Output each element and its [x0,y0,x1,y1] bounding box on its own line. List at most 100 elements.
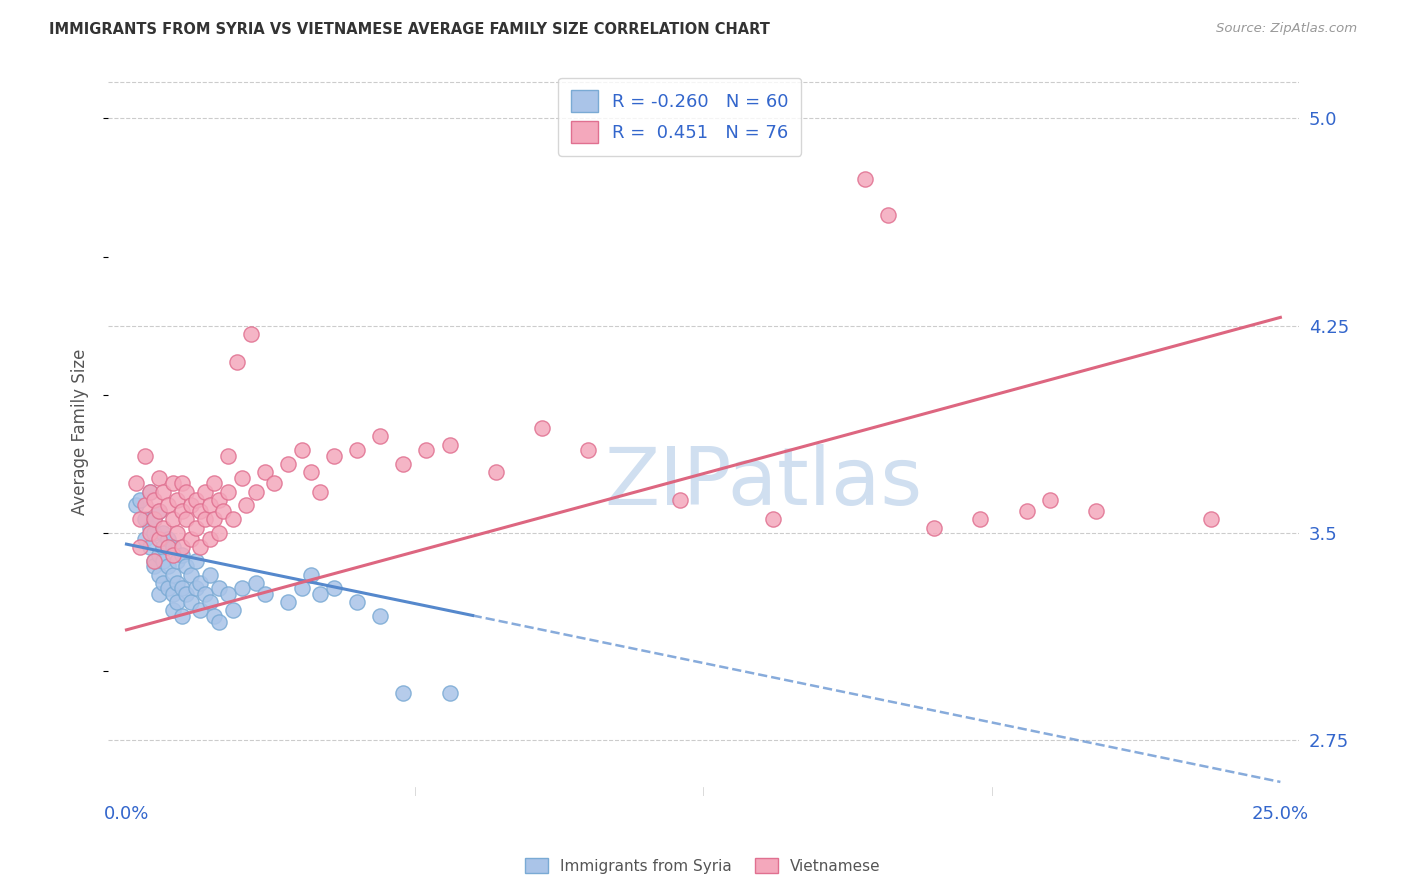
Point [152,554,174,568]
Point [129,540,152,554]
Point [922,520,945,534]
Text: ZIPatlas: ZIPatlas [605,444,922,522]
Point [202,609,225,624]
Point [138,484,160,499]
Point [148,504,170,518]
Point [134,512,156,526]
Point [208,615,231,629]
Point [166,554,188,568]
Point [1084,504,1107,518]
Point [188,575,211,590]
Point [156,499,179,513]
Point [1015,504,1038,518]
Point [299,465,322,479]
Point [853,172,876,186]
Point [208,582,231,596]
Point [170,582,193,596]
Point [969,512,991,526]
Point [152,520,174,534]
Point [217,449,239,463]
Point [134,499,156,513]
Point [188,603,211,617]
Point [485,465,508,479]
Point [148,548,170,562]
Point [176,587,198,601]
Point [277,595,299,609]
Point [162,512,184,526]
Point [143,559,166,574]
Point [240,326,263,341]
Point [162,567,184,582]
Point [208,526,231,541]
Point [152,540,174,554]
Point [152,575,174,590]
Point [143,512,166,526]
Point [392,686,415,700]
Point [346,443,368,458]
Point [176,512,198,526]
Point [166,492,188,507]
Point [176,559,198,574]
Text: Source: ZipAtlas.com: Source: ZipAtlas.com [1216,22,1357,36]
Point [198,567,221,582]
Point [156,532,179,546]
Point [188,540,211,554]
Point [156,559,179,574]
Point [253,587,276,601]
Point [291,582,314,596]
Point [439,437,461,451]
Point [138,526,160,541]
Point [180,595,202,609]
Point [162,587,184,601]
Point [166,575,188,590]
Point [368,429,391,443]
Point [221,603,243,617]
Point [368,609,391,624]
Point [180,499,202,513]
Point [217,587,239,601]
Point [166,526,188,541]
Y-axis label: Average Family Size: Average Family Size [72,349,89,516]
Point [143,492,166,507]
Point [346,595,368,609]
Point [170,504,193,518]
Point [170,540,193,554]
Point [148,587,170,601]
Point [170,548,193,562]
Point [152,484,174,499]
Point [134,449,156,463]
Point [291,443,314,458]
Point [129,512,152,526]
Point [245,575,267,590]
Point [156,582,179,596]
Point [194,484,217,499]
Point [143,554,166,568]
Point [129,492,152,507]
Point [208,492,231,507]
Point [148,471,170,485]
Point [323,582,346,596]
Point [212,504,235,518]
Point [156,540,179,554]
Point [143,554,166,568]
Point [392,457,415,471]
Text: IMMIGRANTS FROM SYRIA VS VIETNAMESE AVERAGE FAMILY SIZE CORRELATION CHART: IMMIGRANTS FROM SYRIA VS VIETNAMESE AVER… [49,22,770,37]
Point [198,532,221,546]
Point [202,476,225,491]
Point [162,476,184,491]
Point [162,603,184,617]
Point [231,471,253,485]
Point [415,443,437,458]
Point [877,208,900,222]
Point [1199,512,1222,526]
Point [235,499,257,513]
Point [188,504,211,518]
Point [184,492,207,507]
Point [148,532,170,546]
Point [184,520,207,534]
Point [299,567,322,582]
Legend: R = -0.260   N = 60, R =  0.451   N = 76: R = -0.260 N = 60, R = 0.451 N = 76 [558,78,801,156]
Point [180,567,202,582]
Point [184,582,207,596]
Point [170,476,193,491]
